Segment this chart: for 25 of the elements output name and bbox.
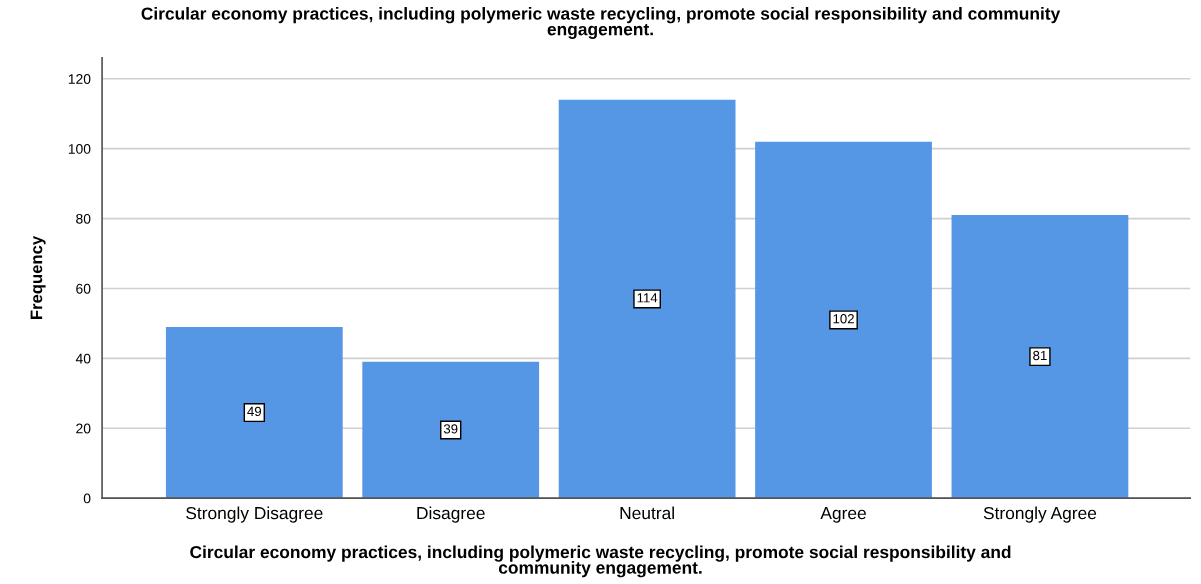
y-tick-label: 100 (68, 144, 91, 154)
x-tick-label: Agree (820, 507, 866, 523)
bar (558, 99, 736, 499)
x-tick-label: Disagree (417, 506, 485, 523)
data-label: 39 (443, 424, 458, 434)
y-tick-label: 60 (76, 283, 91, 294)
bar (755, 141, 932, 499)
y-tick-label: 120 (68, 74, 91, 84)
y-tick-label: 20 (76, 423, 91, 434)
x-axis-title: Circular economy practices, including polymeric waste recycling, promote social responsibility and community engagement. (190, 545, 1011, 578)
x-tick-label: Strongly Agree (983, 506, 1097, 523)
bar (362, 361, 540, 499)
y-tick-label: 80 (76, 213, 91, 224)
data-label: 49 (247, 406, 262, 417)
x-tick-label: Strongly Disagree (186, 506, 323, 523)
chart-title: Circular economy practices, including polymeric waste recycling, promote social responsibility and community engagement. (141, 7, 1061, 39)
bar (951, 215, 1129, 499)
data-label: 81 (1033, 350, 1047, 361)
data-label: 102 (833, 314, 854, 324)
data-label: 114 (637, 293, 658, 303)
y-tick-label: 0 (83, 493, 91, 504)
y-tick-label: 40 (75, 353, 91, 364)
y-axis-title: Frequency (30, 235, 46, 320)
bar (165, 326, 343, 499)
x-tick-label: Neutral (620, 506, 674, 520)
